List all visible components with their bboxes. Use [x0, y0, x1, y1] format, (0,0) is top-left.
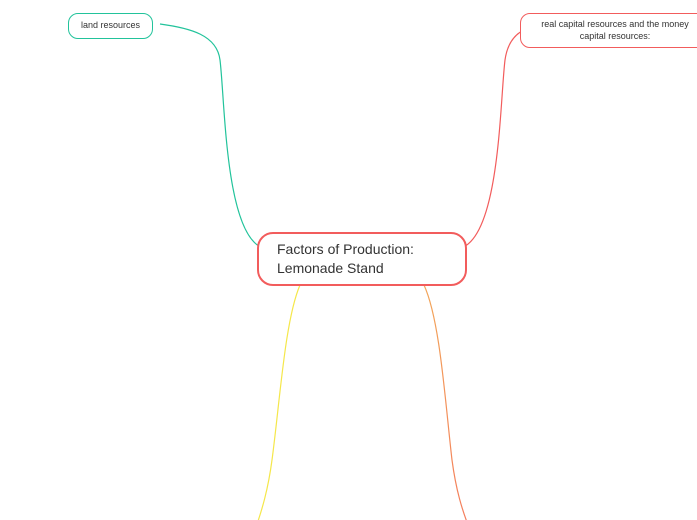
edge-top-left	[160, 24, 263, 248]
edge-bottom-right	[424, 285, 470, 520]
capital-line2: capital resources:	[580, 31, 651, 41]
center-node-text: Factors of Production: Lemonade Stand	[277, 240, 414, 278]
edge-top-right	[461, 27, 532, 248]
capital-node[interactable]: real capital resources and the money cap…	[520, 13, 697, 48]
edge-bottom-left	[255, 285, 300, 520]
land-node-label: land resources	[81, 20, 140, 32]
capital-node-text: real capital resources and the money cap…	[541, 19, 689, 42]
capital-line1: real capital resources and the money	[541, 19, 689, 29]
center-line2: Lemonade Stand	[277, 260, 384, 276]
land-node[interactable]: land resources	[68, 13, 153, 39]
center-node[interactable]: Factors of Production: Lemonade Stand	[257, 232, 467, 286]
center-line1: Factors of Production:	[277, 241, 414, 257]
